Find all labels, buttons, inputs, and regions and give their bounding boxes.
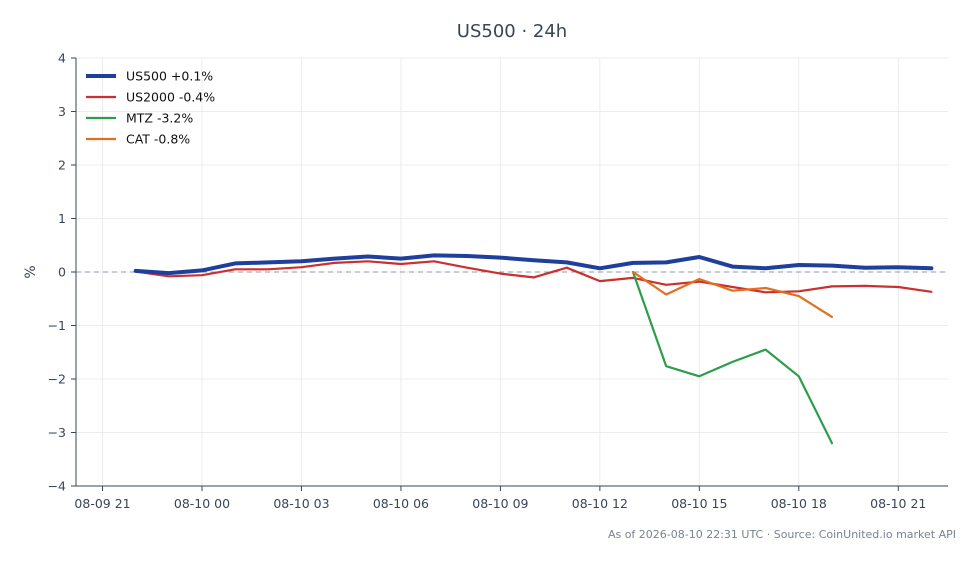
x-tick-label: 08-10 00 — [174, 496, 230, 511]
y-tick-label: −3 — [48, 425, 66, 440]
y-tick-label: 1 — [58, 211, 66, 226]
y-tick-label: 2 — [58, 158, 66, 173]
footer-source: As of 2026-08-10 22:31 UTC · Source: Coi… — [608, 528, 956, 541]
chart-title: US500 · 24h — [457, 21, 567, 42]
legend-label: US2000 -0.4% — [126, 90, 215, 105]
y-tick-label: −1 — [48, 318, 66, 333]
x-tick-label: 08-10 15 — [671, 496, 727, 511]
series-line-3 — [631, 270, 834, 445]
y-tick-label: −4 — [48, 479, 66, 494]
y-ticks: 4 3 2 1 0 −1 −2 −3 −4 — [48, 51, 76, 494]
y-tick-label: −2 — [48, 372, 66, 387]
x-tick-label: 08-10 06 — [373, 496, 429, 511]
x-tick-label: 08-10 18 — [771, 496, 827, 511]
x-tick-label: 08-10 09 — [472, 496, 528, 511]
y-tick-label: 4 — [58, 51, 66, 66]
x-tick-label: 08-10 21 — [870, 496, 926, 511]
legend-label: CAT -0.8% — [126, 132, 190, 147]
series-layer — [133, 253, 934, 445]
x-ticks: 08-09 21 08-10 00 08-10 03 08-10 06 08-10 09… — [74, 486, 926, 511]
legend-label: MTZ -3.2% — [126, 111, 193, 126]
x-tick-label: 08-09 21 — [74, 496, 130, 511]
series-line-1 — [133, 253, 934, 276]
y-axis-label: % — [23, 265, 39, 278]
y-tick-label: 0 — [58, 265, 66, 280]
x-tick-label: 08-10 03 — [273, 496, 329, 511]
series-line-4 — [631, 270, 834, 318]
y-tick-label: 3 — [58, 104, 66, 119]
series-line-2 — [134, 260, 933, 294]
legend: US500 +0.1% US2000 -0.4% MTZ -3.2% CAT -0.8… — [86, 69, 215, 147]
legend-label: US500 +0.1% — [126, 69, 213, 84]
x-tick-label: 08-10 12 — [572, 496, 628, 511]
